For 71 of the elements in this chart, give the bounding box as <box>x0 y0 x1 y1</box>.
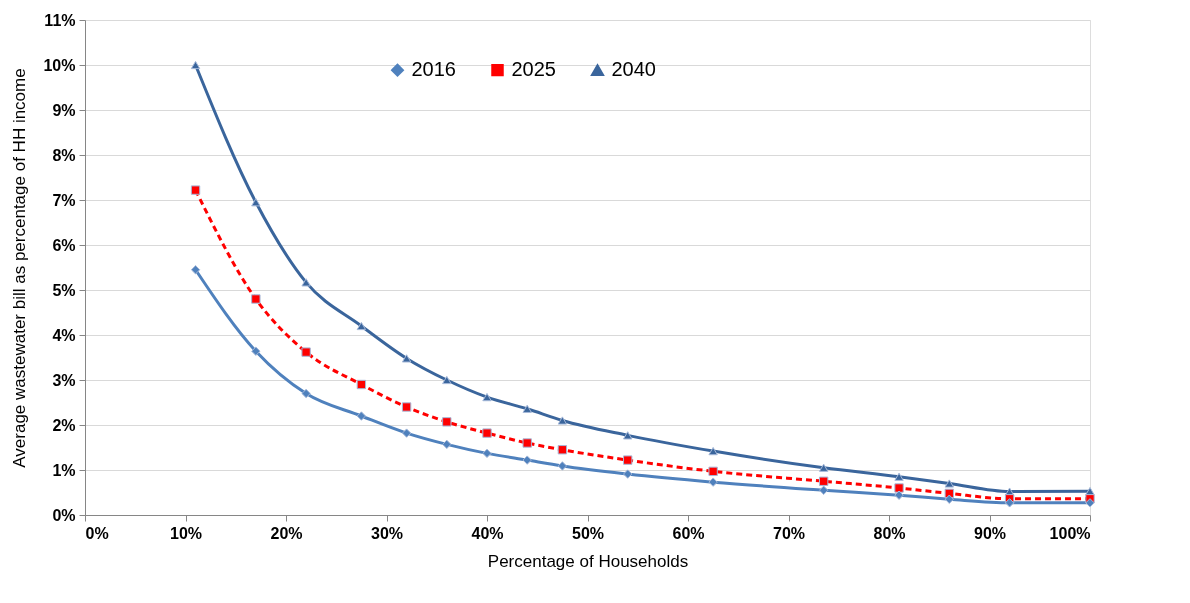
point <box>944 479 954 488</box>
point <box>401 428 412 438</box>
y-tick-label: 3% <box>52 371 76 389</box>
point <box>708 477 718 487</box>
y-tick-label: 11% <box>44 11 76 29</box>
point <box>251 294 261 304</box>
point <box>557 416 568 425</box>
x-tick-label: 40% <box>471 524 504 542</box>
point <box>557 445 568 455</box>
point <box>623 469 633 479</box>
point <box>301 388 311 399</box>
point <box>301 278 311 287</box>
point <box>623 431 633 440</box>
y-tick-label: 9% <box>52 101 76 119</box>
point <box>818 485 829 495</box>
point <box>944 494 954 504</box>
point <box>522 455 532 465</box>
x-tick-label: 50% <box>571 524 605 542</box>
point <box>442 375 452 385</box>
point <box>708 446 718 456</box>
point <box>482 392 492 402</box>
point <box>356 411 367 421</box>
point <box>818 463 829 472</box>
point <box>251 346 261 356</box>
point <box>818 476 829 486</box>
point <box>482 448 492 459</box>
x-tick-label: 80% <box>873 524 906 542</box>
point <box>894 490 904 500</box>
point <box>442 439 452 450</box>
point <box>356 379 367 390</box>
point <box>522 438 532 448</box>
x-tick-label: 0% <box>85 524 109 542</box>
point <box>482 428 492 438</box>
x-tick-label: 30% <box>370 524 404 542</box>
point <box>190 60 201 70</box>
y-tick-label: 4% <box>52 326 76 344</box>
point <box>557 461 568 471</box>
y-tick-label: 7% <box>52 191 76 209</box>
y-tick-label: 2% <box>52 416 76 434</box>
point <box>190 265 201 275</box>
point <box>442 417 452 427</box>
x-tick-label: 100% <box>1049 524 1091 542</box>
legend-label: 2040 <box>611 58 656 81</box>
y-tick-label: 8% <box>52 146 76 164</box>
point <box>401 354 412 363</box>
x-tick-label: 70% <box>772 524 806 542</box>
point <box>623 455 633 465</box>
y-tick-label: 0% <box>52 506 76 524</box>
point <box>522 404 532 413</box>
point <box>1004 498 1015 508</box>
point <box>190 185 201 195</box>
point <box>251 198 261 207</box>
x-tick-label: 60% <box>672 524 705 542</box>
point <box>1085 498 1095 508</box>
point <box>894 472 904 481</box>
legend-label: 2025 <box>511 58 556 81</box>
point <box>301 347 311 357</box>
y-tick-label: 5% <box>52 281 76 299</box>
y-tick-label: 10% <box>43 56 76 74</box>
point <box>356 321 367 331</box>
x-tick-label: 20% <box>270 524 303 542</box>
x-axis-title: Percentage of Households <box>487 551 689 571</box>
point <box>708 466 718 477</box>
x-tick-label: 90% <box>973 524 1007 542</box>
point <box>401 402 412 412</box>
y-tick-label: 1% <box>52 461 76 479</box>
y-axis-title: Average wastewater bill as percentage of HH income <box>10 68 30 468</box>
x-tick-label: 10% <box>169 524 203 542</box>
legend-label: 2016 <box>411 58 456 81</box>
y-tick-label: 6% <box>52 236 76 254</box>
point <box>894 483 904 493</box>
